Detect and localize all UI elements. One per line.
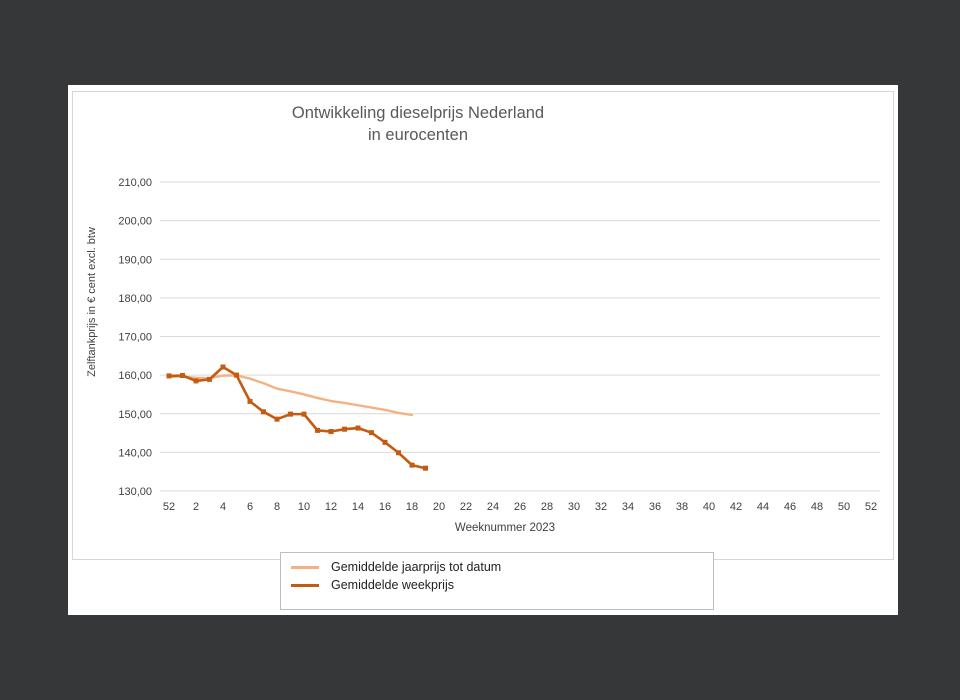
y-tick-labels: 210,00 200,00 190,00 180,00 170,00 160,00 150,… bbox=[118, 177, 152, 498]
chart-svg: 210,00 200,00 190,00 180,00 170,00 160,00 150,… bbox=[86, 104, 880, 534]
legend-swatch-jaarprijs bbox=[291, 565, 319, 569]
data-point-weekprijs bbox=[261, 409, 266, 415]
x-tick-label: 24 bbox=[487, 501, 499, 513]
data-point-weekprijs bbox=[193, 378, 199, 384]
x-tick-label: 12 bbox=[325, 501, 337, 513]
x-tick-labels: 52 2 4 6 8 10 12 14 16 18 20 22 24 26 28 30 32 34 36 38 40 42… bbox=[163, 501, 877, 513]
x-tick-label: 6 bbox=[247, 501, 253, 513]
y-tick-label: 130,00 bbox=[118, 486, 152, 498]
data-point-weekprijs bbox=[301, 411, 307, 417]
x-tick-label: 20 bbox=[433, 501, 445, 513]
data-point-weekprijs bbox=[409, 462, 415, 468]
y-tick-label: 170,00 bbox=[118, 332, 152, 344]
gridlines bbox=[160, 181, 880, 492]
y-tick-label: 160,00 bbox=[118, 370, 152, 382]
chart-title-line-2: in eurocenten bbox=[368, 126, 468, 144]
y-tick-label: 210,00 bbox=[118, 177, 152, 189]
x-tick-label: 22 bbox=[460, 501, 472, 513]
x-tick-label: 46 bbox=[784, 501, 796, 513]
legend-item-jaarprijs: Gemiddelde jaarprijs tot datum bbox=[291, 559, 501, 575]
x-tick-label: 28 bbox=[541, 501, 553, 513]
series-line-jaarprijs bbox=[167, 374, 414, 417]
data-point-weekprijs bbox=[166, 373, 172, 379]
x-tick-label: 14 bbox=[352, 501, 364, 513]
legend: Gemiddelde jaarprijs tot datum Gemiddeld… bbox=[280, 552, 714, 610]
data-point-weekprijs bbox=[288, 411, 293, 417]
x-tick-label: 4 bbox=[220, 501, 226, 513]
data-point-weekprijs bbox=[328, 429, 334, 435]
data-point-weekprijs bbox=[382, 439, 388, 445]
y-tick-label: 180,00 bbox=[118, 293, 152, 305]
data-point-weekprijs bbox=[180, 373, 185, 379]
legend-swatch-weekprijs bbox=[291, 583, 319, 587]
data-point-weekprijs bbox=[207, 376, 212, 382]
x-tick-label: 34 bbox=[622, 501, 634, 513]
x-tick-label: 52 bbox=[865, 501, 877, 513]
x-tick-label: 10 bbox=[298, 501, 310, 513]
legend-label-jaarprijs: Gemiddelde jaarprijs tot datum bbox=[331, 560, 502, 574]
series-lines bbox=[166, 364, 428, 471]
x-tick-label: 30 bbox=[568, 501, 580, 513]
y-tick-label: 150,00 bbox=[118, 409, 152, 421]
y-tick-label: 190,00 bbox=[118, 254, 152, 266]
y-tick-label: 200,00 bbox=[118, 216, 152, 228]
x-tick-label: 50 bbox=[838, 501, 850, 513]
legend-item-weekprijs: Gemiddelde weekprijs bbox=[291, 577, 454, 593]
y-tick-label: 140,00 bbox=[118, 447, 152, 459]
data-point-weekprijs bbox=[315, 427, 320, 433]
x-tick-label: 16 bbox=[379, 501, 391, 513]
x-tick-label: 40 bbox=[703, 501, 715, 513]
data-point-weekprijs bbox=[355, 425, 361, 431]
data-point-weekprijs bbox=[396, 450, 401, 456]
x-axis-label: Weeknummer 2023 bbox=[455, 522, 555, 534]
data-point-weekprijs bbox=[423, 465, 428, 471]
x-tick-label: 44 bbox=[757, 501, 769, 513]
data-point-weekprijs bbox=[247, 398, 253, 404]
y-axis-label: Zelftankprijs in € cent excl. btw bbox=[86, 227, 98, 377]
chart-card: 210,00 200,00 190,00 180,00 170,00 160,00 150,… bbox=[68, 85, 898, 615]
x-tick-label: 38 bbox=[676, 501, 688, 513]
data-point-weekprijs bbox=[369, 430, 374, 436]
x-tick-label: 36 bbox=[649, 501, 661, 513]
data-point-weekprijs bbox=[220, 364, 226, 370]
data-point-weekprijs bbox=[274, 416, 280, 422]
data-point-weekprijs bbox=[234, 372, 239, 378]
x-tick-label: 8 bbox=[274, 501, 280, 513]
data-point-weekprijs bbox=[342, 426, 347, 432]
chart-title-line-1: Ontwikkeling dieselprijs Nederland bbox=[292, 104, 544, 122]
x-tick-label: 26 bbox=[514, 501, 526, 513]
x-tick-label: 2 bbox=[193, 501, 199, 513]
legend-label-weekprijs: Gemiddelde weekprijs bbox=[331, 578, 454, 592]
x-tick-label: 18 bbox=[406, 501, 418, 513]
series-line-weekprijs bbox=[167, 365, 427, 470]
x-tick-label: 32 bbox=[595, 501, 607, 513]
x-tick-label: 52 bbox=[163, 501, 175, 513]
x-tick-label: 42 bbox=[730, 501, 742, 513]
x-tick-label: 48 bbox=[811, 501, 823, 513]
